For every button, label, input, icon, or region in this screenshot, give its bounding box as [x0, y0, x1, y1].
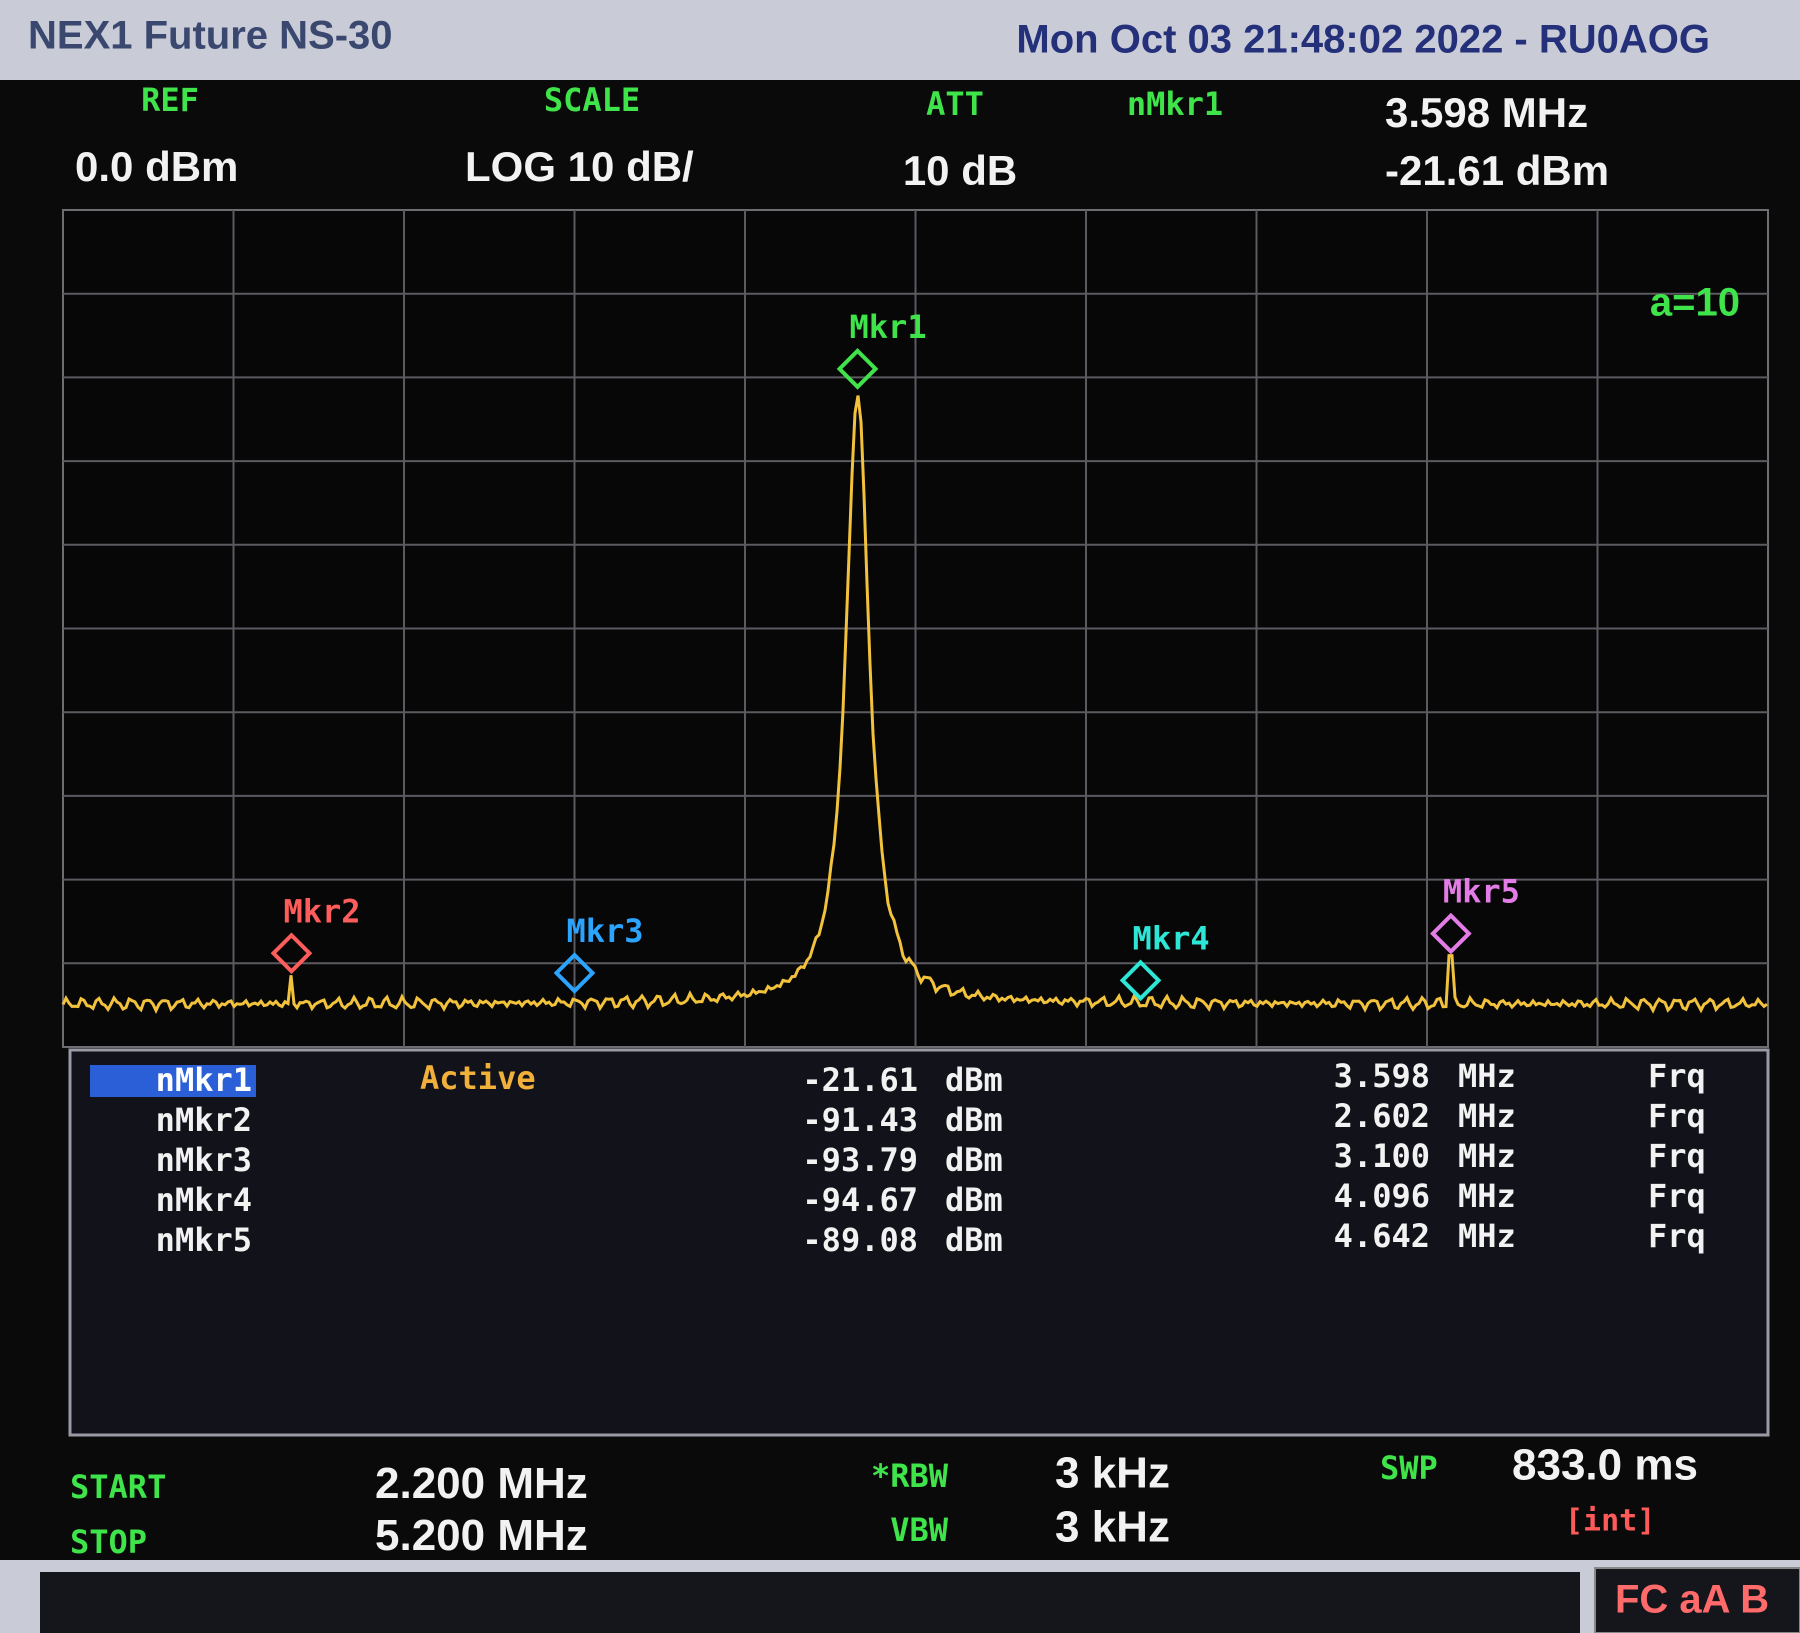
- marker-level-unit: dBm: [945, 1221, 1003, 1259]
- marker-diamond: [553, 952, 596, 994]
- marker-freq-unit: MHz: [1458, 1137, 1516, 1175]
- ref-value: 0.0 dBm: [75, 143, 238, 190]
- marker-name: nMkr4: [156, 1181, 252, 1219]
- swp-label: SWP: [1380, 1449, 1438, 1487]
- ref-number: 0.0: [75, 143, 133, 190]
- marker-freq-unit: MHz: [1458, 1177, 1516, 1215]
- marker-freq: 3.100: [1334, 1137, 1430, 1175]
- marker-freq: 2.602: [1334, 1097, 1430, 1135]
- marker-label: Mkr5: [1443, 873, 1520, 911]
- marker-freq-unit: MHz: [1458, 1057, 1516, 1095]
- marker-label: Mkr3: [567, 912, 644, 950]
- ref-label: REF: [141, 81, 199, 119]
- rbw-label: *RBW: [871, 1457, 949, 1495]
- scale-value: LOG 10 dB/: [465, 143, 694, 190]
- plot: Mkr1 Mkr2 Mkr3 Mkr4 Mkr5: [61, 308, 1768, 1015]
- marker-mode: Frq: [1648, 1217, 1706, 1255]
- marker-diamond: [836, 348, 879, 390]
- marker-freq: 3.598: [1334, 1057, 1430, 1095]
- marker-mode: Frq: [1648, 1057, 1706, 1095]
- mode-box: [1594, 1567, 1800, 1633]
- averaging-annotation: a=10: [1650, 281, 1740, 325]
- marker-mode: Frq: [1648, 1097, 1706, 1135]
- graticule: [62, 209, 1769, 1048]
- marker-level-unit: dBm: [945, 1181, 1003, 1219]
- marker-level-unit: dBm: [945, 1061, 1003, 1099]
- stop-number: 5.200: [375, 1511, 485, 1560]
- marker-name: nMkr5: [156, 1221, 252, 1259]
- scale-number: 10: [568, 143, 615, 190]
- start-value: 2.200 MHz: [375, 1459, 588, 1508]
- start-unit: MHz: [497, 1459, 587, 1508]
- marker-level: -21.61: [802, 1061, 918, 1099]
- scale-unit: dB/: [626, 143, 694, 190]
- ref-unit: dBm: [145, 143, 238, 190]
- marker-level: -93.79: [802, 1141, 918, 1179]
- datetime: Mon Oct 03 21:48:02 2022 - RU0AOG: [1016, 18, 1710, 62]
- att-label: ATT: [926, 85, 984, 123]
- start-number: 2.200: [375, 1459, 485, 1508]
- device-name: NEX1 Future NS-30: [28, 14, 393, 58]
- marker-table-panel: [68, 1048, 1770, 1437]
- swp-note: [int]: [1565, 1504, 1655, 1539]
- start-label: START: [70, 1468, 166, 1506]
- marker-label: Mkr2: [283, 892, 360, 930]
- marker-name: nMkr2: [156, 1101, 252, 1139]
- sweep-panel: [40, 1450, 1770, 1555]
- active-marker-label: nMkr1: [1127, 85, 1223, 123]
- marker-level-unit: dBm: [945, 1101, 1003, 1139]
- active-highlight: [90, 1065, 256, 1097]
- status-field: [40, 1572, 1580, 1633]
- marker-diamond: [1119, 959, 1162, 1002]
- active-marker-freq: 3.598 MHz: [1385, 89, 1588, 136]
- marker-name: nMkr1: [156, 1061, 252, 1099]
- scale-mode: LOG: [465, 143, 556, 190]
- vbw-value: 3 kHz: [1055, 1503, 1170, 1552]
- mode-indicators: FC aA B: [1615, 1578, 1769, 1622]
- marker-level: -91.43: [802, 1101, 918, 1139]
- marker-name: nMkr3: [156, 1141, 252, 1179]
- att-value: 10 dB: [903, 147, 1017, 194]
- marker-level-unit: dBm: [945, 1141, 1003, 1179]
- marker-diamond: [270, 932, 313, 975]
- marker-label: Mkr1: [850, 308, 927, 346]
- vbw-label: VBW: [890, 1511, 949, 1549]
- marker-mode: Frq: [1648, 1137, 1706, 1175]
- trace: [61, 395, 1768, 1015]
- marker-mode: Frq: [1648, 1177, 1706, 1215]
- marker-freq-unit: MHz: [1458, 1217, 1516, 1255]
- marker-level: -89.08: [802, 1221, 918, 1259]
- active-marker-level: -21.61 dBm: [1385, 147, 1609, 194]
- marker-label: Mkr4: [1133, 919, 1210, 957]
- stop-unit: MHz: [497, 1511, 587, 1560]
- marker-table: nMkr1 -21.61 dBm 3.598 MHz Frq nMkr2 -91.43 dBm 2…: [90, 1057, 1706, 1259]
- marker-diamond: [1430, 912, 1472, 955]
- rbw-value: 3 kHz: [1055, 1449, 1170, 1498]
- swp-value: 833.0 ms: [1512, 1441, 1698, 1490]
- stop-value: 5.200 MHz: [375, 1511, 588, 1560]
- stop-label: STOP: [70, 1523, 147, 1561]
- marker-freq-unit: MHz: [1458, 1097, 1516, 1135]
- marker-freq: 4.096: [1334, 1177, 1430, 1215]
- scale-label: SCALE: [544, 81, 640, 119]
- marker-level: -94.67: [802, 1181, 918, 1219]
- marker-freq: 4.642: [1334, 1217, 1430, 1255]
- title-bar: [0, 0, 1800, 80]
- marker-status: Active: [420, 1059, 536, 1097]
